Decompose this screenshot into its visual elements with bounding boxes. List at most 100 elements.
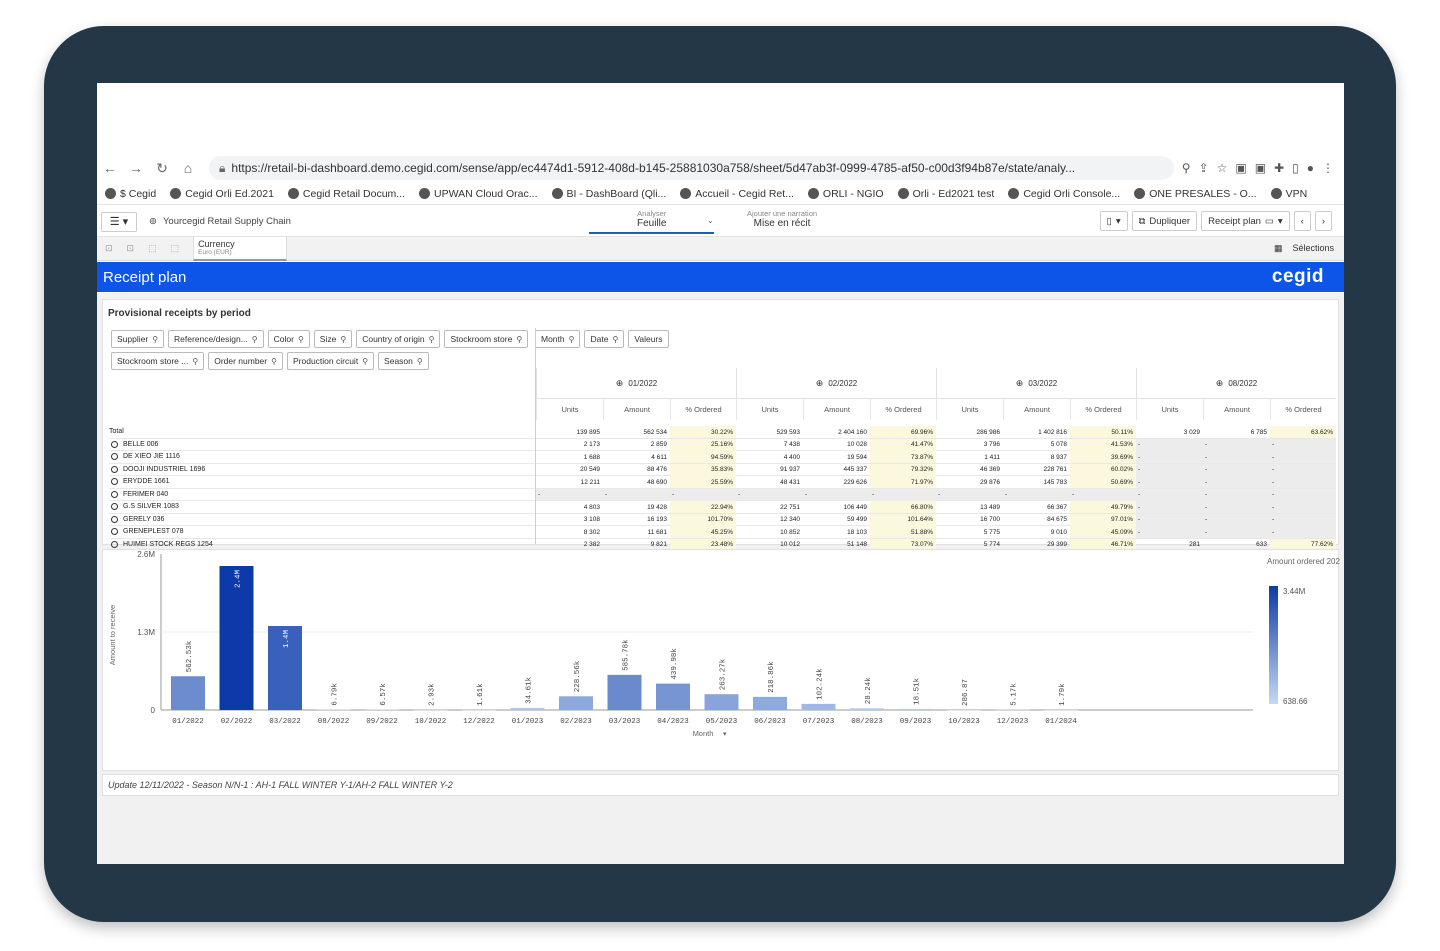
profile-icon[interactable]: ● — [1306, 161, 1314, 175]
bookmark-item[interactable]: ORLI - NGIO — [807, 188, 884, 200]
filter-button[interactable]: Month ⚲ — [535, 330, 581, 348]
reload-icon[interactable]: ↻ — [156, 159, 168, 176]
filter-button[interactable]: Stockroom store ⚲ — [444, 330, 529, 348]
tab-analyser[interactable]: Analyser Feuille — [589, 209, 715, 234]
expand-icon[interactable]: ⊕ — [615, 377, 624, 388]
filter-button[interactable]: Order number ⚲ — [208, 352, 283, 370]
table-row[interactable]: GRENEPLEST 078 — [109, 526, 535, 539]
filter-button[interactable]: Color ⚲ — [267, 330, 310, 348]
table-row[interactable]: G.S SILVER 1083 — [109, 501, 535, 514]
filter-button[interactable]: Supplier ⚲ — [111, 330, 165, 348]
selections-button[interactable]: Sélections — [1292, 243, 1334, 253]
expand-icon[interactable] — [111, 528, 118, 536]
prev-sheet-button[interactable]: ‹ — [1293, 211, 1311, 231]
expand-icon[interactable] — [111, 465, 118, 473]
expand-icon[interactable] — [111, 440, 118, 448]
table-row[interactable]: BELLE 006 — [109, 439, 535, 451]
expand-icon[interactable] — [111, 540, 118, 548]
bookmark-button[interactable]: ▯ ▾ — [1099, 211, 1128, 231]
x-tick-label: 02/2022 — [221, 718, 253, 726]
kebab-menu-icon[interactable]: ⋮ — [1322, 161, 1334, 175]
expand-icon[interactable] — [111, 478, 118, 486]
table-row[interactable]: Total — [109, 426, 535, 439]
filter-button[interactable]: Country of origin ⚲ — [356, 330, 441, 348]
chevron-down-icon[interactable]: ⌄ — [707, 216, 714, 225]
bookmark-item[interactable]: UPWAN Cloud Orac... — [419, 188, 538, 200]
table-cell: 10 012 — [780, 541, 800, 548]
filter-button[interactable]: Size ⚲ — [313, 330, 353, 348]
filter-button[interactable]: Reference/design... ⚲ — [168, 330, 264, 348]
filter-button[interactable]: Valeurs — [628, 330, 669, 348]
url-field[interactable]: 🔒︎ https://retail-bi-dashboard.demo.cegi… — [209, 156, 1174, 180]
expand-icon[interactable] — [111, 453, 118, 461]
bookmark-item[interactable]: Cegid Orli Console... — [1008, 188, 1120, 200]
filter-button[interactable]: Production circuit ⚲ — [286, 352, 375, 370]
x-tick-label: 01/2023 — [512, 718, 544, 726]
x-tick-label: 08/2023 — [851, 718, 883, 726]
table-cell: 1 402 816 — [1038, 428, 1067, 436]
next-sheet-button[interactable]: › — [1314, 211, 1332, 231]
filter-button[interactable]: Stockroom store ... ⚲ — [111, 352, 205, 370]
expand-icon[interactable] — [111, 490, 118, 498]
sheet-selector[interactable]: Receipt plan ▭ ▾ — [1201, 211, 1290, 231]
table-row[interactable]: DOOJI INDUSTRIEL 1696 — [109, 464, 535, 476]
bookmark-item[interactable]: $ Cegid — [105, 188, 156, 200]
x-tick-label: 06/2023 — [754, 718, 786, 726]
bookmark-item[interactable]: BI - DashBoard (Qli... — [551, 188, 666, 200]
period-header[interactable]: ⊕ 02/2022 — [736, 368, 936, 398]
extension-icon[interactable]: ▣ — [1254, 161, 1267, 175]
home-icon[interactable]: ⌂ — [183, 160, 193, 176]
filter-button[interactable]: Date ⚲ — [584, 330, 625, 348]
bookmark-item[interactable]: Cegid Orli Ed.2021 — [170, 188, 274, 200]
url-text: https://retail-bi-dashboard.demo.cegid.c… — [231, 161, 1076, 175]
copy-icon: ⧉ — [1138, 215, 1146, 227]
table-cell: 18 103 — [847, 528, 867, 536]
table-row-cells: 12 211 48 690 25.59% 48 431 229 626 71.97% 29 … — [536, 476, 1336, 489]
table-cell: 3 796 — [983, 441, 1000, 448]
bookmark-item[interactable]: Orli - Ed2021 test — [897, 188, 994, 200]
grid-icon[interactable]: ▦ — [1273, 243, 1283, 253]
sidepanel-icon[interactable]: ▯ — [1292, 161, 1299, 175]
puzzle-icon[interactable]: ✚ — [1274, 161, 1285, 175]
expand-icon[interactable] — [111, 503, 118, 511]
table-cell: 73.87% — [870, 451, 936, 463]
expand-icon[interactable]: ⊕ — [815, 377, 824, 388]
table-cell: 84 675 — [1047, 516, 1067, 523]
table-row[interactable]: DE XIEO JIE 1116 — [109, 451, 535, 464]
expand-icon[interactable] — [111, 515, 118, 523]
table-row[interactable]: ERYDDE 1661 — [109, 476, 535, 489]
step-forward-icon[interactable]: ⬚ — [170, 243, 180, 253]
share-icon[interactable]: ⇪ — [1198, 161, 1209, 175]
table-cell: 45.09% — [1070, 526, 1136, 538]
period-header[interactable]: ⊕ 03/2022 — [936, 368, 1136, 398]
bookmark-favicon-icon — [680, 188, 692, 199]
bookmark-item[interactable]: Accueil - Cegid Ret... — [680, 188, 794, 200]
bookmark-item[interactable]: VPN — [1270, 188, 1307, 200]
table-cell: 139 895 — [576, 428, 601, 436]
lasso-icon[interactable]: ⊡ — [126, 243, 135, 253]
extension-icon[interactable]: ▣ — [1235, 161, 1247, 175]
star-icon[interactable]: ☆ — [1216, 161, 1228, 175]
smart-search-icon[interactable]: ⊡ — [105, 243, 113, 253]
bookmark-item[interactable]: Cegid Retail Docum... — [287, 188, 405, 200]
duplicate-button[interactable]: ⧉ Dupliquer — [1131, 211, 1198, 231]
zoom-icon[interactable]: ⚲ — [1181, 161, 1191, 175]
menu-button[interactable]: ☰ ▾ — [101, 211, 137, 232]
period-header[interactable]: ⊕ 01/2022 — [536, 368, 736, 398]
table-row[interactable]: FERIMER 040 — [109, 489, 535, 501]
back-icon[interactable]: ← — [103, 160, 117, 176]
bar — [947, 709, 981, 711]
tab-narration[interactable]: Ajouter une narration Mise en récit — [747, 209, 818, 229]
forward-icon[interactable]: → — [129, 160, 143, 176]
bar-value-label: 286.87 — [962, 679, 970, 706]
table-cell: 5 774 — [983, 541, 1000, 548]
period-header[interactable]: ⊕ 08/2022 — [1136, 368, 1336, 398]
selection-chip-currency[interactable]: Currency Euro (EUR) — [193, 236, 288, 261]
filter-button[interactable]: Season ⚲ — [378, 352, 429, 370]
expand-icon[interactable]: ⊕ — [1215, 377, 1224, 388]
step-back-icon[interactable]: ⬚ — [148, 243, 157, 253]
expand-icon[interactable]: ⊕ — [1015, 377, 1024, 388]
bookmark-item[interactable]: ONE PRESALES - O... — [1134, 188, 1257, 200]
table-row[interactable]: GERELY 036 — [109, 514, 535, 526]
table-cell: 6 785 — [1250, 428, 1267, 436]
